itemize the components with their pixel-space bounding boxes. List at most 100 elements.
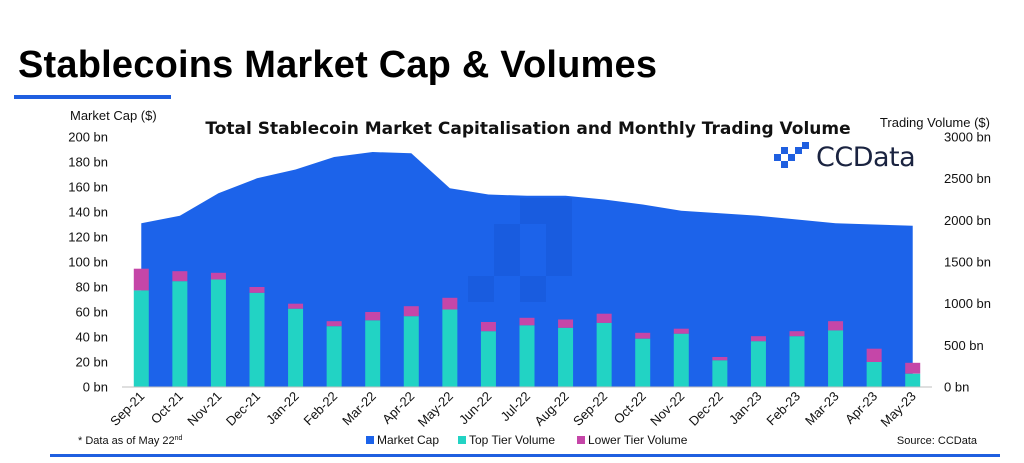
- x-axis-tick-label: Dec-22: [686, 389, 726, 429]
- bar-top-tier-volume: [133, 290, 149, 387]
- x-axis-tick-label: Sep-22: [570, 389, 610, 429]
- ccdata-logo: CCData: [774, 142, 916, 173]
- bar-lower-tier-volume: [750, 336, 766, 342]
- bar-lower-tier-volume: [828, 321, 844, 331]
- legend-swatch-market-cap: [366, 436, 374, 444]
- bar-top-tier-volume: [326, 326, 342, 387]
- watermark-logo: [468, 198, 572, 302]
- bar-lower-tier-volume: [519, 317, 535, 326]
- bottom-rule: [50, 454, 1000, 457]
- left-axis-tick-label: 60 bn: [75, 305, 108, 320]
- bar-lower-tier-volume: [210, 272, 226, 280]
- bar-lower-tier-volume: [596, 313, 612, 323]
- bar-lower-tier-volume: [249, 287, 265, 293]
- legend: Market Cap Top Tier Volume Lower Tier Vo…: [366, 433, 688, 447]
- x-axis-tick-label: Jan-22: [263, 389, 302, 428]
- watermark-square: [468, 276, 494, 302]
- right-axis-tick-label: 1000 bn: [944, 296, 991, 311]
- bar-lower-tier-volume: [635, 332, 651, 339]
- bar-top-tier-volume: [365, 320, 381, 387]
- x-axis-tick-label: Jun-22: [456, 389, 495, 428]
- bar-top-tier-volume: [866, 362, 882, 387]
- bar-lower-tier-volume: [133, 268, 149, 291]
- left-axis-tick-label: 40 bn: [75, 330, 108, 345]
- legend-swatch-top-tier: [458, 436, 466, 444]
- watermark-square: [520, 198, 572, 224]
- left-axis-tick-label: 160 bn: [68, 180, 108, 195]
- left-axis-tick-label: 100 bn: [68, 255, 108, 270]
- bar-top-tier-volume: [558, 327, 574, 387]
- bar-top-tier-volume: [519, 325, 535, 387]
- x-axis-tick-label: Feb-23: [763, 389, 803, 429]
- legend-label-top-tier: Top Tier Volume: [469, 433, 555, 447]
- legend-swatch-lower-tier: [577, 436, 585, 444]
- x-axis-tick-label: Dec-21: [223, 389, 263, 429]
- bar-top-tier-volume: [480, 331, 496, 387]
- bar-lower-tier-volume: [789, 331, 805, 337]
- x-axis-tick-label: Oct-22: [611, 389, 649, 427]
- x-axis-tick-label: Nov-22: [647, 389, 687, 429]
- right-axis-tick-label: 500 bn: [944, 338, 984, 353]
- ccdata-logo-icon: [774, 142, 809, 168]
- bar-lower-tier-volume: [172, 271, 188, 282]
- left-axis-tick-label: 80 bn: [75, 280, 108, 295]
- footnote-superscript: nd: [175, 435, 183, 442]
- x-axis-tick-label: Mar-22: [339, 389, 379, 429]
- left-axis-title: Market Cap ($): [70, 108, 157, 123]
- bar-top-tier-volume: [288, 308, 304, 387]
- watermark-square: [494, 224, 520, 250]
- bar-top-tier-volume: [210, 279, 226, 387]
- bar-lower-tier-volume: [403, 306, 419, 317]
- x-axis-tick-label: Apr-22: [379, 389, 417, 427]
- bar-top-tier-volume: [828, 330, 844, 387]
- footnote: * Data as of May 22nd: [78, 435, 183, 447]
- left-axis-tick-label: 20 bn: [75, 355, 108, 370]
- source-note: Source: CCData: [897, 435, 978, 447]
- watermark-square: [546, 224, 572, 276]
- bar-top-tier-volume: [635, 338, 651, 387]
- x-axis-tick-label: May-22: [415, 389, 456, 430]
- title-underline: [14, 95, 171, 99]
- x-axis-tick-label: Oct-21: [148, 389, 186, 427]
- left-axis-tick-label: 0 bn: [83, 380, 108, 395]
- x-axis-tick-label: Feb-22: [301, 389, 341, 429]
- bar-lower-tier-volume: [673, 328, 689, 334]
- watermark-square: [520, 276, 546, 302]
- bar-lower-tier-volume: [480, 322, 496, 332]
- ccdata-logo-text: CCData: [816, 142, 915, 173]
- volume-bars-layer: [133, 268, 921, 387]
- right-axis-tick-label: 1500 bn: [944, 255, 991, 270]
- bar-lower-tier-volume: [326, 321, 342, 327]
- bar-top-tier-volume: [442, 309, 458, 387]
- x-axis-tick-label: Sep-21: [107, 389, 147, 429]
- legend-label-market-cap: Market Cap: [377, 433, 439, 447]
- right-axis-tick-label: 3000 bn: [944, 130, 991, 145]
- footnote-text: * Data as of May 22: [78, 435, 175, 447]
- bar-top-tier-volume: [789, 336, 805, 387]
- left-axis-tick-label: 140 bn: [68, 205, 108, 220]
- bar-top-tier-volume: [403, 316, 419, 387]
- right-axis-tick-label: 0 bn: [944, 380, 969, 395]
- bar-lower-tier-volume: [905, 362, 921, 374]
- bar-top-tier-volume: [172, 281, 188, 387]
- x-axis-tick-label: Apr-23: [842, 389, 880, 427]
- right-axis-title: Trading Volume ($): [880, 115, 990, 130]
- x-axis-tick-label: Jul-22: [497, 389, 533, 425]
- x-axis-tick-label: Mar-23: [802, 389, 842, 429]
- bar-top-tier-volume: [673, 333, 689, 387]
- x-axis-tick-label: Nov-21: [184, 389, 224, 429]
- left-axis-tick-label: 180 bn: [68, 155, 108, 170]
- left-axis-tick-label: 120 bn: [68, 230, 108, 245]
- watermark-square: [494, 250, 520, 276]
- bar-lower-tier-volume: [442, 297, 458, 310]
- bar-top-tier-volume: [905, 373, 921, 387]
- bar-lower-tier-volume: [866, 348, 882, 362]
- bar-top-tier-volume: [712, 360, 728, 387]
- chart-title: Total Stablecoin Market Capitalisation a…: [205, 119, 850, 139]
- right-axis-tick-label: 2500 bn: [944, 171, 991, 186]
- bar-top-tier-volume: [249, 292, 265, 387]
- right-axis-tick-label: 2000 bn: [944, 213, 991, 228]
- bar-top-tier-volume: [750, 341, 766, 387]
- x-axis-tick-label: Aug-22: [531, 389, 571, 429]
